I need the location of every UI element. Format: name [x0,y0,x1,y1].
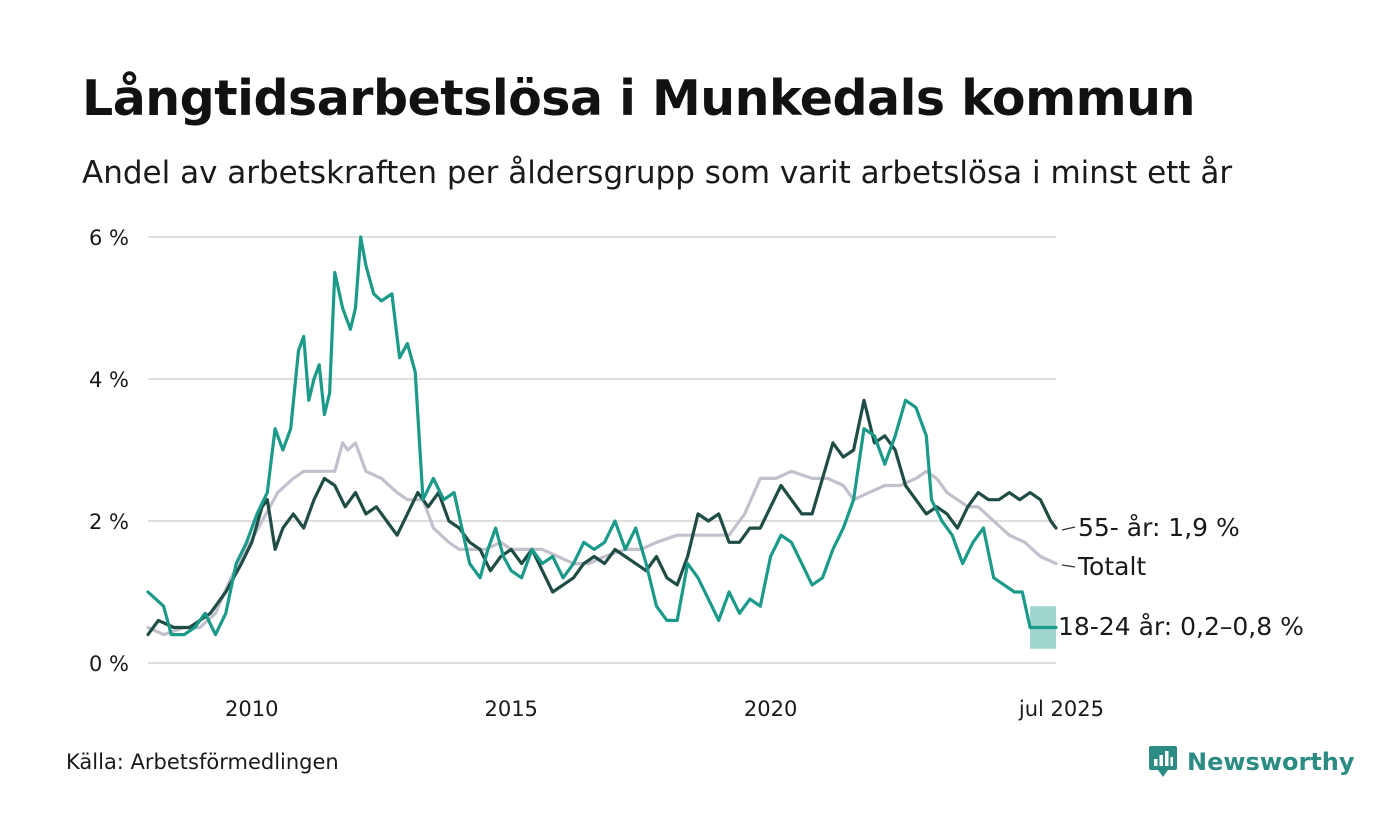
x-tick-label: jul 2025 [1018,697,1104,721]
series-labels: Totalt 55- år: 1,9 % 18-24 år: 0,2–0,8 % [1058,513,1304,641]
series-line-age55 [146,398,1058,637]
label-connector-age55 [1061,526,1076,531]
y-tick-label: 4 % [89,368,129,392]
source-note: Källa: Arbetsförmedlingen [66,750,339,774]
y-tick-label: 2 % [89,510,129,534]
y-tick-label: 6 % [89,226,129,250]
newsworthy-logo-icon [1149,746,1177,777]
x-tick-label: 2015 [484,697,537,721]
label-connector-totalt [1061,564,1076,568]
series-label-totalt: Totalt [1077,552,1146,581]
brand: Newsworthy [1148,744,1355,780]
series-label-age1824: 18-24 år: 0,2–0,8 % [1058,612,1304,641]
x-tick-label: 2020 [744,697,797,721]
series-line-age1824 [146,235,1058,637]
brand-name: Newsworthy [1187,748,1355,776]
gridlines [148,236,1056,664]
x-tick-label: 2010 [225,697,278,721]
chart-title: Långtidsarbetslösa i Munkedals kommun [82,70,1195,127]
chart-subtitle: Andel av arbetskraften per åldersgrupp s… [82,155,1233,191]
y-tick-label: 0 % [89,652,129,676]
series-line-totalt [146,441,1058,637]
x-axis-tick-labels: 2010 2015 2020 jul 2025 [225,697,1104,721]
series-label-age55: 55- år: 1,9 % [1078,513,1240,542]
series-lines [146,235,1058,637]
y-axis-tick-labels: 0 % 2 % 4 % 6 % [89,226,129,676]
